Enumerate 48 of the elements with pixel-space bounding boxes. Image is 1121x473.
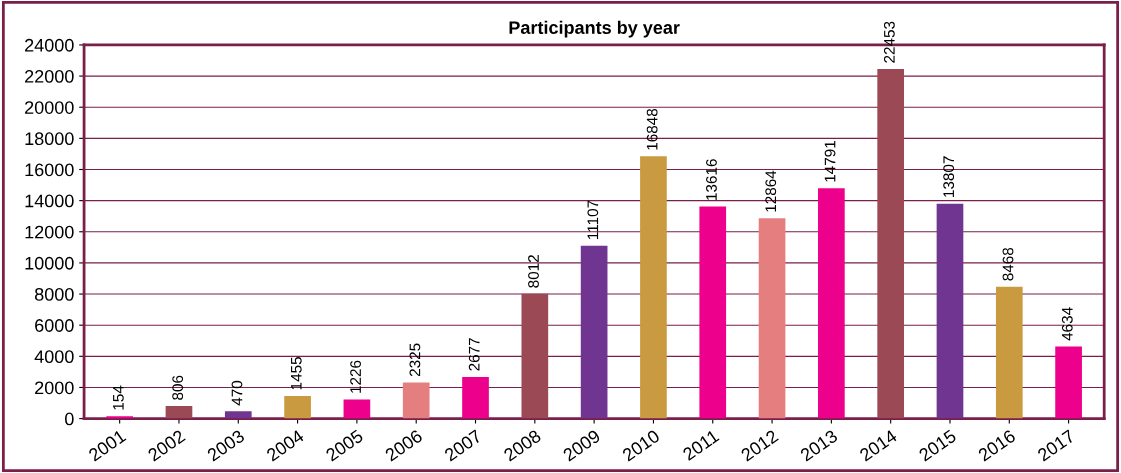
bar xyxy=(224,411,252,419)
bar xyxy=(165,406,193,419)
bar xyxy=(343,399,371,419)
bar xyxy=(995,286,1023,419)
bar xyxy=(699,206,727,419)
x-tick-label: 2011 xyxy=(681,429,720,461)
bar xyxy=(1055,346,1082,419)
data-label: 13807 xyxy=(943,156,955,197)
data-label: 1226 xyxy=(350,360,361,393)
bar xyxy=(402,382,430,419)
data-label: 1455 xyxy=(291,357,302,390)
y-tick-label: 14000 xyxy=(25,194,74,208)
data-label: 22453 xyxy=(883,21,895,63)
data-label: 12864 xyxy=(765,170,777,212)
data-label: 470 xyxy=(231,380,243,406)
data-label: 13616 xyxy=(706,159,717,200)
data-label: 4634 xyxy=(1061,307,1073,341)
bar xyxy=(640,156,667,419)
y-tick-label: 6000 xyxy=(35,319,74,332)
data-label: 2325 xyxy=(409,343,421,377)
chart-title: Participants by year xyxy=(509,20,680,38)
y-tick-label: 0 xyxy=(65,412,74,426)
data-label: 11107 xyxy=(587,200,599,239)
bar xyxy=(877,69,905,419)
y-tick-label: 10000 xyxy=(25,256,74,270)
y-tick-label: 20000 xyxy=(25,101,74,114)
y-tick-label: 2000 xyxy=(35,381,74,395)
data-label: 8012 xyxy=(528,255,539,288)
data-label: 16848 xyxy=(646,108,658,150)
bar xyxy=(521,293,549,419)
y-tick-label: 22000 xyxy=(25,70,74,83)
y-tick-label: 18000 xyxy=(25,132,74,146)
bar xyxy=(936,203,964,419)
bar xyxy=(462,376,489,419)
bar xyxy=(580,245,608,419)
y-tick-label: 8000 xyxy=(34,287,74,301)
y-tick-label: 12000 xyxy=(25,225,74,239)
y-tick-label: 16000 xyxy=(25,163,74,177)
y-tick-label: 24000 xyxy=(25,38,74,52)
bar xyxy=(818,188,845,419)
bar xyxy=(758,218,786,419)
y-tick-label: 4000 xyxy=(34,350,74,364)
data-label: 806 xyxy=(172,375,184,400)
data-label: 14791 xyxy=(824,141,836,182)
data-label: 154 xyxy=(113,385,124,410)
bar xyxy=(284,395,311,419)
data-label: 8468 xyxy=(1002,247,1014,281)
data-label: 2677 xyxy=(468,338,480,371)
